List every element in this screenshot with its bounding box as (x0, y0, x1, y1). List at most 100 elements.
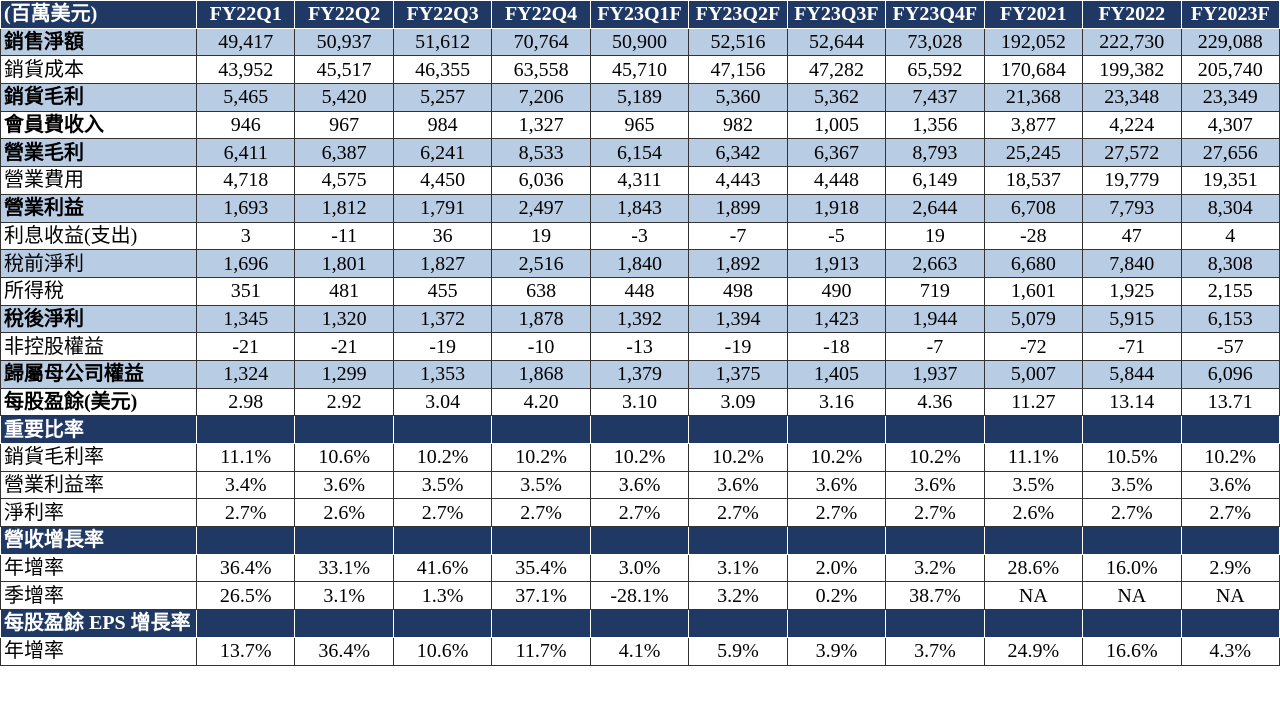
value-cell: -13 (589, 332, 690, 361)
value-cell: 1,405 (786, 359, 887, 389)
value-cell: 2,516 (491, 249, 591, 278)
value-cell: 41.6% (392, 553, 493, 583)
data-row: 銷貨毛利 5,465 5,420 5,257 7,206 5,189 5,360 5,362 7… (0, 83, 1280, 112)
row-label: 季增率 (0, 581, 197, 611)
header-cell: (百萬美元) (0, 0, 197, 29)
value-cell: 4 (1180, 221, 1280, 251)
value-cell (1082, 526, 1182, 555)
value-cell: 21,368 (983, 83, 1084, 112)
value-cell: 1,601 (983, 276, 1084, 306)
value-cell: 1,320 (294, 304, 394, 334)
value-cell: 8,793 (885, 138, 985, 168)
value-cell: 1,345 (195, 304, 296, 334)
value-cell: 481 (294, 276, 394, 306)
value-cell (885, 609, 985, 638)
value-cell: 3.5% (491, 470, 591, 500)
value-cell: 10.2% (1180, 443, 1280, 472)
value-cell: 10.2% (392, 443, 493, 472)
value-cell: 1,356 (885, 110, 985, 140)
value-cell (1180, 415, 1280, 444)
value-cell: 2.9% (1180, 553, 1280, 583)
row-label: 稅後淨利 (0, 304, 197, 334)
value-cell: 7,437 (885, 83, 985, 112)
value-cell: 2.7% (1180, 498, 1280, 528)
value-cell: 490 (786, 276, 887, 306)
value-cell: 28.6% (983, 553, 1084, 583)
value-cell: NA (983, 581, 1084, 611)
value-cell: -71 (1082, 332, 1182, 361)
value-cell: 11.1% (983, 443, 1084, 472)
data-row: 非控股權益 -21 -21 -19 -10 -13 -19 -18 -7 -72 -71 -57 (0, 332, 1280, 361)
value-cell (392, 609, 493, 638)
data-row: 營業毛利 6,411 6,387 6,241 8,533 6,154 6,342 6,367 8… (0, 138, 1280, 168)
value-cell (589, 526, 690, 555)
value-cell: 1,693 (195, 193, 296, 223)
value-cell: 8,533 (491, 138, 591, 168)
value-cell: 1,423 (786, 304, 887, 334)
value-cell: 3.6% (786, 470, 887, 500)
value-cell: 4,575 (294, 166, 394, 195)
data-row: 營業費用 4,718 4,575 4,450 6,036 4,311 4,443 4,448 6… (0, 166, 1280, 195)
value-cell: 3.0% (589, 553, 690, 583)
value-cell: 27,656 (1180, 138, 1280, 168)
value-cell: 192,052 (983, 27, 1084, 57)
value-cell: 4,718 (195, 166, 296, 195)
value-cell (1180, 609, 1280, 638)
row-label: 銷售淨額 (0, 27, 197, 57)
value-cell (195, 415, 296, 444)
value-cell: 3.1% (688, 553, 788, 583)
value-cell: -11 (294, 221, 394, 251)
value-cell: 1,324 (195, 359, 296, 389)
value-cell: 2.7% (688, 498, 788, 528)
value-cell: 1,843 (589, 193, 690, 223)
header-cell: FY23Q1F (589, 0, 690, 29)
financial-table: (百萬美元) FY22Q1 FY22Q2 FY22Q3 FY22Q4 FY23Q1F FY2… (0, 0, 1280, 666)
value-cell: 3.5% (983, 470, 1084, 500)
value-cell: 51,612 (392, 27, 493, 57)
value-cell: 5,007 (983, 359, 1084, 389)
data-row: 歸屬母公司權益 1,324 1,299 1,353 1,868 1,379 1,375 1,4… (0, 359, 1280, 389)
row-label: 歸屬母公司權益 (0, 359, 197, 389)
value-cell: 1,925 (1082, 276, 1182, 306)
value-cell: 37.1% (491, 581, 591, 611)
value-cell: 24.9% (983, 636, 1084, 666)
value-cell: 946 (195, 110, 296, 140)
value-cell: 10.2% (786, 443, 887, 472)
value-cell: 33.1% (294, 553, 394, 583)
value-cell: 2.7% (392, 498, 493, 528)
value-cell: 6,387 (294, 138, 394, 168)
value-cell: 5,360 (688, 83, 788, 112)
header-row: (百萬美元) FY22Q1 FY22Q2 FY22Q3 FY22Q4 FY23Q1F FY2… (0, 0, 1280, 29)
value-cell: 3.04 (392, 387, 493, 417)
value-cell (688, 415, 788, 444)
data-row: 銷貨毛利率 11.1% 10.6% 10.2% 10.2% 10.2% 10.2% 10.2%… (0, 443, 1280, 472)
value-cell: 6,154 (589, 138, 690, 168)
value-cell: 4,224 (1082, 110, 1182, 140)
section-row: 每股盈餘 EPS 增長率 (0, 609, 1280, 638)
value-cell: 1,913 (786, 249, 887, 278)
value-cell: 1,918 (786, 193, 887, 223)
value-cell: 1,327 (491, 110, 591, 140)
value-cell: 5.9% (688, 636, 788, 666)
value-cell: 11.1% (195, 443, 296, 472)
data-row: 季增率 26.5% 3.1% 1.3% 37.1% -28.1% 3.2% 0.2% 38.7%… (0, 581, 1280, 611)
row-label: 利息收益(支出) (0, 221, 197, 251)
row-label: 銷貨毛利 (0, 83, 197, 112)
value-cell: 2,663 (885, 249, 985, 278)
value-cell: 19 (885, 221, 985, 251)
value-cell: 4.1% (589, 636, 690, 666)
value-cell (786, 526, 887, 555)
value-cell: -7 (885, 332, 985, 361)
value-cell: 3.6% (294, 470, 394, 500)
value-cell: 3,877 (983, 110, 1084, 140)
value-cell: 2.7% (885, 498, 985, 528)
value-cell: 1,392 (589, 304, 690, 334)
value-cell: -3 (589, 221, 690, 251)
value-cell: 455 (392, 276, 493, 306)
value-cell (491, 609, 591, 638)
value-cell: 10.2% (491, 443, 591, 472)
row-label: 營業費用 (0, 166, 197, 195)
value-cell: 967 (294, 110, 394, 140)
data-row: 每股盈餘(美元) 2.98 2.92 3.04 4.20 3.10 3.09 3.16 4.36… (0, 387, 1280, 417)
